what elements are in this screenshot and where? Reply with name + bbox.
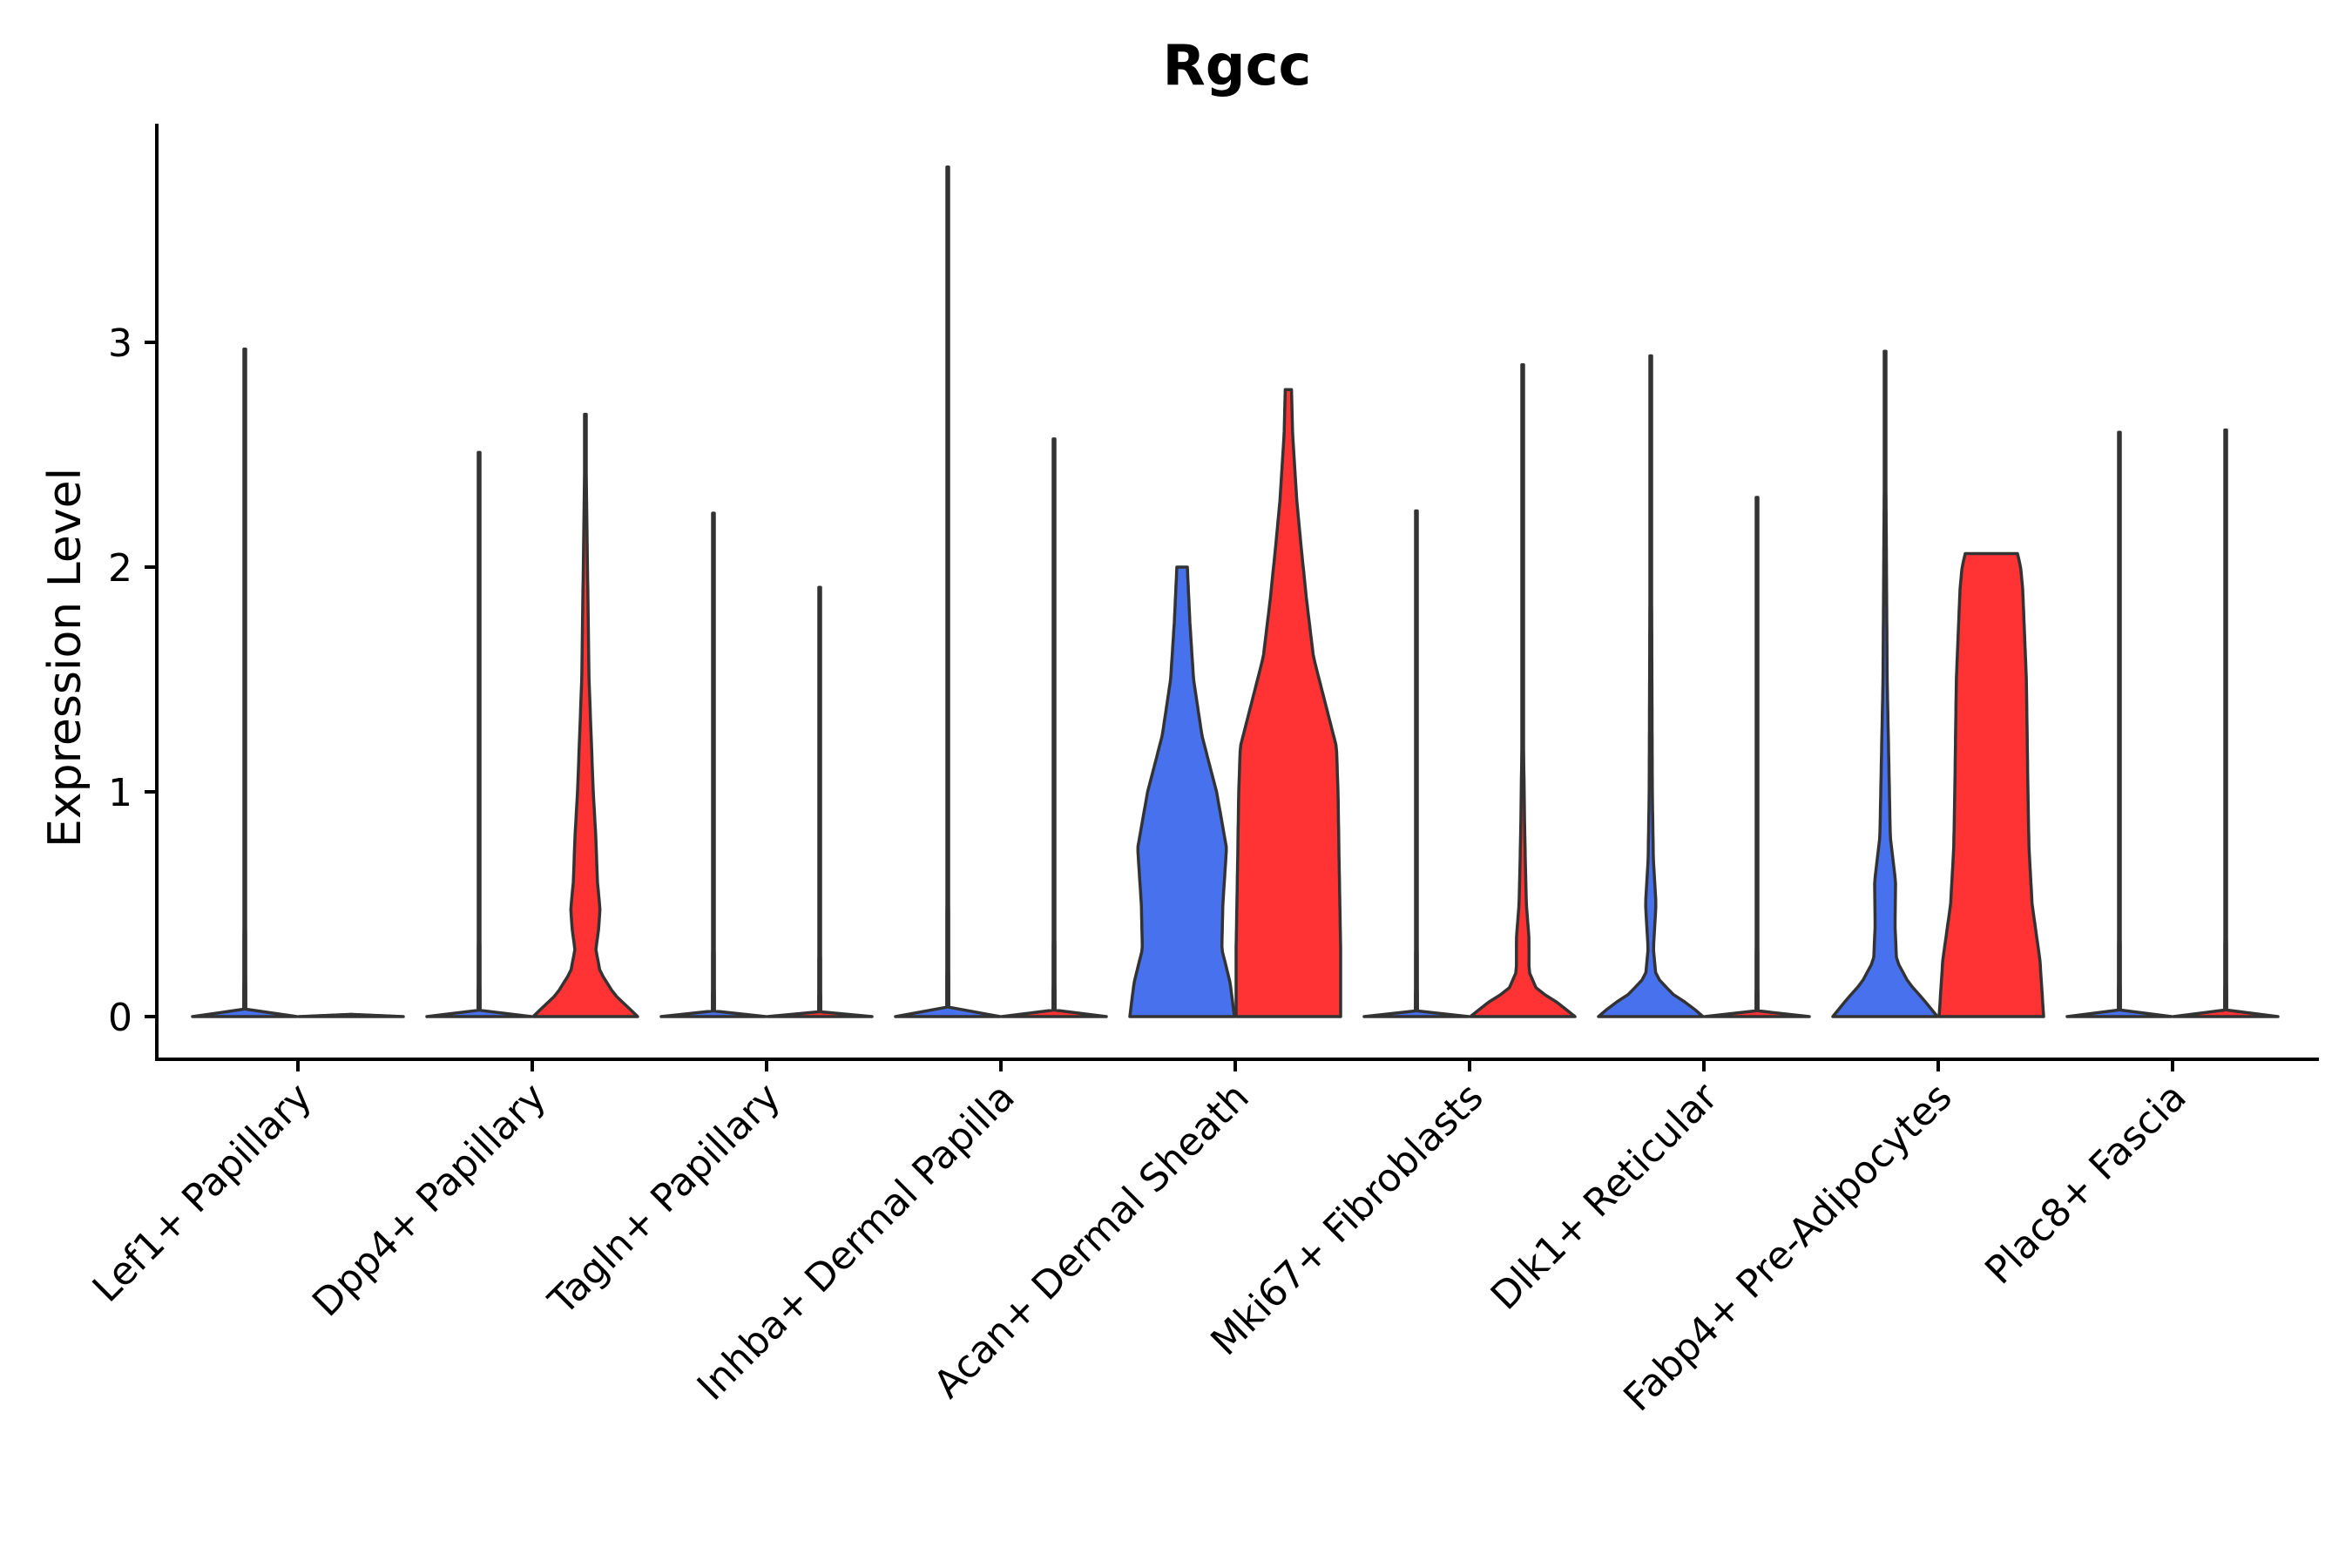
- violin-group2-dlk1-reticular: [1703, 496, 1811, 1018]
- violin-group2-mki67-fibroblasts: [1469, 363, 1577, 1018]
- y-axis-label: Expression Level: [39, 468, 91, 848]
- violin-group1-plac8-fascia: [2065, 430, 2173, 1018]
- violin-group1-inhba-dermal-papilla: [894, 166, 1002, 1018]
- violin-layer: [191, 166, 2280, 1018]
- y-tick-label: 3: [108, 321, 132, 366]
- violin-group2-plac8-fascia: [2172, 428, 2280, 1018]
- x-tick-label: Dlk1+ Reticular: [1483, 1074, 1727, 1319]
- violin-group1-mki67-fibroblasts: [1362, 509, 1470, 1018]
- violin-group1-acan-dermal-sheath: [1128, 565, 1236, 1018]
- x-tick-label: Lef1+ Papillary: [84, 1075, 321, 1311]
- chart-title: Rgcc: [1163, 34, 1312, 98]
- violin-group1-dlk1-reticular: [1597, 354, 1705, 1018]
- violin-group1-lef1-papillary: [191, 347, 299, 1018]
- x-tick-label: Plac8+ Fascia: [1977, 1075, 2195, 1294]
- violin-group1-dpp4-papillary: [425, 450, 533, 1018]
- violin-group2-lef1-papillary: [297, 1012, 405, 1018]
- violin-group2-acan-dermal-sheath: [1234, 388, 1342, 1018]
- x-tick-label: Mki67+ Fibroblasts: [1202, 1075, 1491, 1364]
- y-tick-label: 1: [108, 771, 132, 815]
- y-tick-label: 0: [108, 996, 132, 1040]
- violin-group2-dpp4-papillary: [531, 412, 639, 1018]
- y-tick-label: 2: [108, 546, 132, 591]
- violin-group1-tagln-papillary: [659, 511, 767, 1018]
- violin-group2-inhba-dermal-papilla: [1000, 437, 1108, 1018]
- x-tick-label: Tagln+ Papillary: [540, 1075, 789, 1324]
- violin-group2-fabp4-pre-adipocytes: [1937, 551, 2045, 1018]
- x-tick-label: Dpp4+ Papillary: [304, 1075, 555, 1326]
- y-axis-ticks: 0 1 2 3: [108, 321, 157, 1040]
- violin-group2-tagln-papillary: [766, 585, 874, 1018]
- violin-group1-fabp4-pre-adipocytes: [1831, 349, 1939, 1018]
